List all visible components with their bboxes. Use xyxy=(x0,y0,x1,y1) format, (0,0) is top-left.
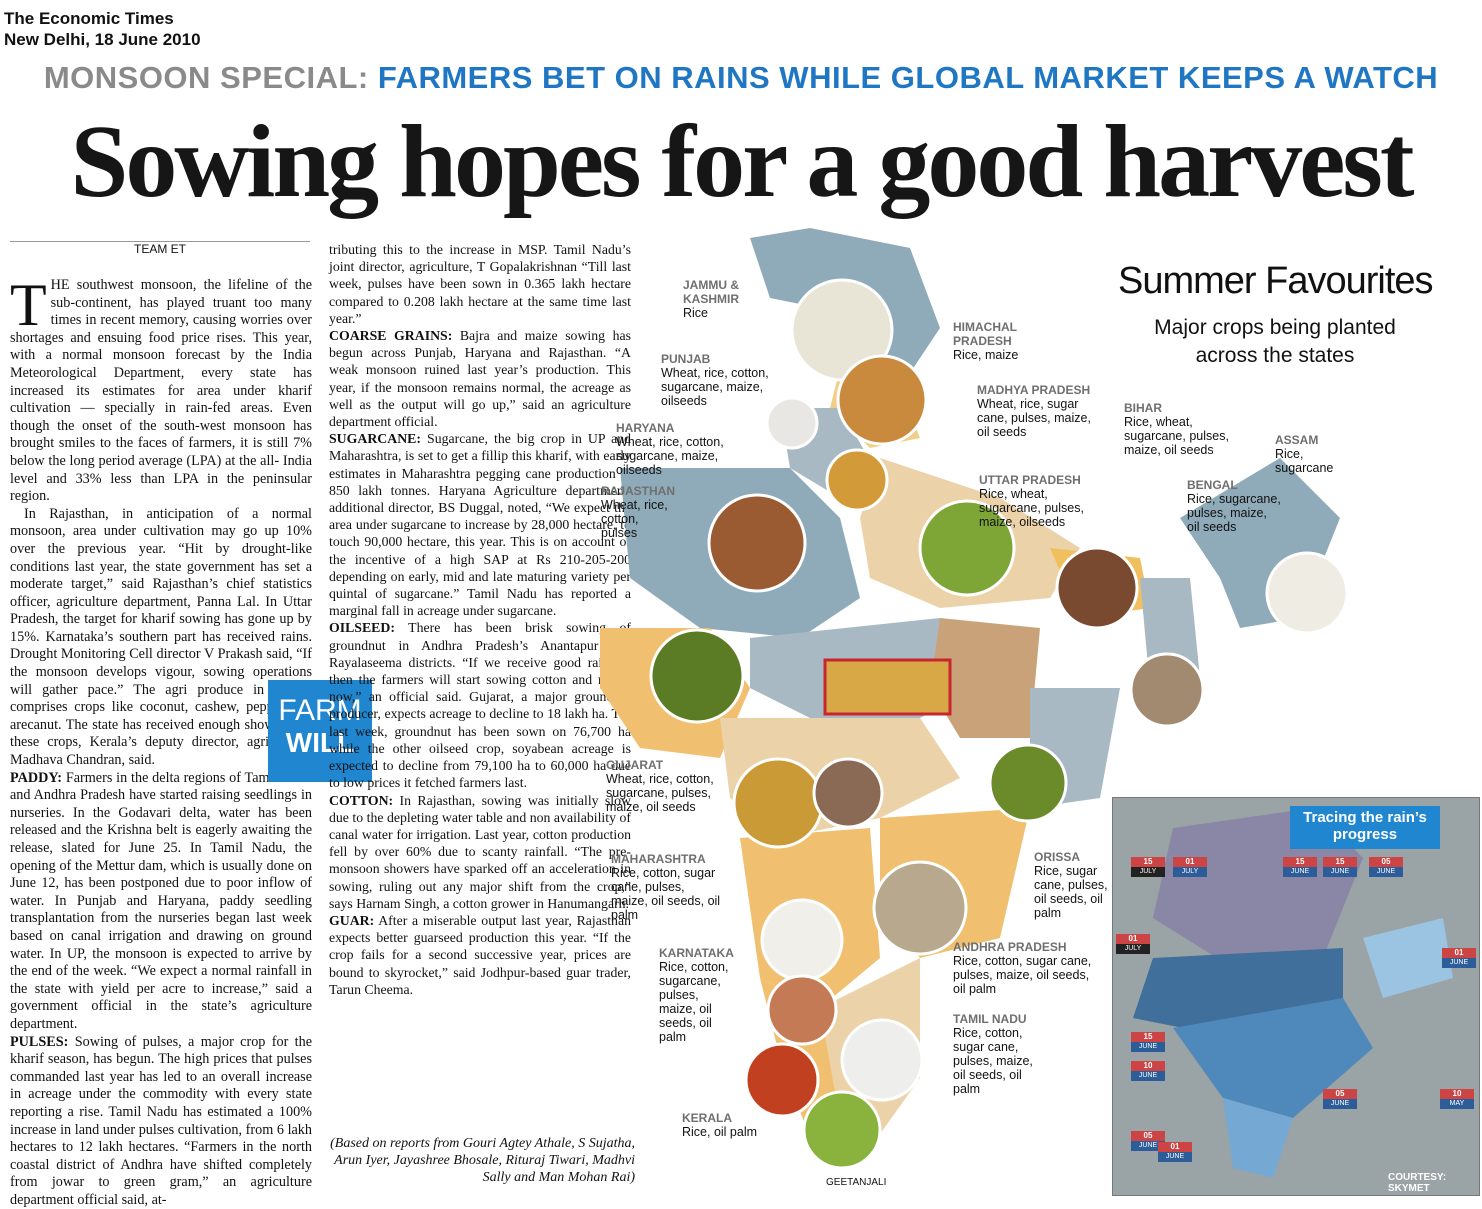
publication-name: The Economic Times xyxy=(4,9,174,28)
state-label: JAMMU & KASHMIR Rice xyxy=(683,278,739,320)
crop-photo-rice-assam xyxy=(1265,551,1349,635)
headline: Sowing hopes for a good harvest xyxy=(70,104,1414,219)
crop-photo-mung xyxy=(649,628,745,724)
date-label: 10 JUNE xyxy=(1131,1061,1165,1081)
section-head: PULSES: xyxy=(10,1033,69,1050)
farm-will-logo: FARM WILL xyxy=(268,680,372,782)
state-label: ORISSA Rice, sugar cane, pulses, oil seed… xyxy=(1034,850,1108,920)
section-coarse-grains: COARSE GRAINS: Bajra and maize sowing ha… xyxy=(329,328,631,430)
kicker-label: MONSOON SPECIAL: xyxy=(43,60,369,95)
crop-photo-mixed-bihar xyxy=(1055,546,1139,630)
state-label: BENGAL Rice, sugarcane, pulses, maize, oi… xyxy=(1187,478,1281,534)
reporter-credit: (Based on reports from Gouri Agtey Athal… xyxy=(330,1136,635,1185)
state-label: HARYANA Wheat, rice, cotton, sugarcane, m… xyxy=(616,421,724,477)
section-head: OILSEED: xyxy=(329,620,395,636)
date-label: 01 JULY xyxy=(1116,934,1150,954)
crop-photo-wheat-grains xyxy=(707,493,807,593)
crop-photo-sugar xyxy=(760,898,844,982)
crop-photo-paddy-kerala xyxy=(802,1090,882,1170)
section-guar: GUAR: After a miserable output last year… xyxy=(329,912,631,997)
date-label: 05 JUNE xyxy=(1131,1131,1165,1151)
article-column-2: tributing this to the increase in MSP. T… xyxy=(329,241,631,998)
crop-photo-oil-palm xyxy=(744,1042,820,1118)
section-oilseed: OILSEED: There has been brisk sowing of … xyxy=(329,620,631,791)
crop-photo-sacks xyxy=(872,860,968,956)
farm-will-line2: WILL xyxy=(285,727,355,758)
kicker: MONSOON SPECIAL: FARMERS BET ON RAINS WH… xyxy=(0,60,1482,96)
crop-photo-seeds-bengal xyxy=(1129,652,1205,728)
article-paragraph: tributing this to the increase in MSP. T… xyxy=(329,242,631,326)
article-column-1: T HE southwest monsoon, the lifeline of t… xyxy=(10,272,312,1209)
kicker-text: FARMERS BET ON RAINS WHILE GLOBAL MARKET… xyxy=(377,60,1439,95)
article-paragraph: T HE southwest monsoon, the lifeline of t… xyxy=(10,272,312,505)
crop-photo-maize xyxy=(836,354,928,446)
state-label: GUJARAT Wheat, rice, cotton, sugarcane, p… xyxy=(606,758,714,814)
date-label: 05 JUNE xyxy=(1369,857,1403,877)
state-label: PUNJAB Wheat, rice, cotton, sugarcane, ma… xyxy=(661,352,769,408)
state-label: MAHARASHTRA Rice, cotton, sugar cane, pul… xyxy=(611,852,721,922)
section-sugarcane: SUGARCANE: Sugarcane, the big crop in UP… xyxy=(329,431,631,619)
crop-photo-cotton xyxy=(765,396,819,450)
article-paragraph: In Rajasthan, in anticipation of a norma… xyxy=(10,505,312,769)
crop-photo-paddy xyxy=(918,499,1016,597)
section-head: COTTON: xyxy=(329,792,394,808)
crop-photo-wheat-field xyxy=(823,658,952,716)
india-crop-map xyxy=(600,228,1349,1170)
crop-photo-cotton-pods xyxy=(812,757,884,829)
date-label: 15 JUNE xyxy=(1131,1032,1165,1052)
date-label: 01 JUNE xyxy=(1442,948,1476,968)
date-label: 01 JULY xyxy=(1173,857,1207,877)
state-label: BIHAR Rice, wheat, sugarcane, pulses, mai… xyxy=(1124,401,1229,457)
publication-dateline: New Delhi, 18 June 2010 xyxy=(4,30,201,49)
section-paddy: PADDY: Farmers in the delta regions of T… xyxy=(10,769,312,1032)
graphic-subtitle: Major crops being planted across the sta… xyxy=(1154,316,1396,367)
date-label: 15 JUNE xyxy=(1283,857,1317,877)
crop-photo-wheat-haryana xyxy=(825,448,889,512)
crop-photo-oil xyxy=(732,757,824,849)
state-label: KERALA Rice, oil palm xyxy=(682,1111,758,1139)
graphic-artist: GEETANJALI xyxy=(826,1177,887,1188)
state-label: RAJASTHAN Wheat, rice, cotton, pulses xyxy=(601,484,676,540)
state-label: HIMACHAL PRADESH Rice, maize xyxy=(953,320,1019,362)
section-head: PADDY: xyxy=(10,769,63,786)
date-label: 01 JUNE xyxy=(1158,1142,1192,1162)
date-label: 15 JULY xyxy=(1131,857,1165,877)
inset-courtesy: COURTESY: SKYMET xyxy=(1388,1172,1447,1194)
region-chhattisgarh xyxy=(930,618,1040,738)
byline: TEAM ET xyxy=(10,241,310,256)
section-head: COARSE GRAINS: xyxy=(329,328,453,344)
state-label: ASSAM Rice, sugarcane xyxy=(1275,433,1334,475)
farm-will-line1: FARM xyxy=(278,694,362,727)
inset-title: Tracing the rain’s progress xyxy=(1290,806,1440,849)
state-label: KARNATAKA Rice, cotton, sugarcane, pulses… xyxy=(659,946,734,1044)
state-label: UTTAR PRADESH Rice, wheat, sugarcane, pul… xyxy=(979,473,1084,529)
state-label: TAMIL NADU Rice, cotton, sugar cane, puls… xyxy=(953,1012,1033,1096)
date-label: 15 JUNE xyxy=(1323,857,1357,877)
graphic-title: Summer Favourites xyxy=(1118,260,1434,302)
section-head: GUAR: xyxy=(329,912,375,928)
publication-header: The Economic Times New Delhi, 18 June 20… xyxy=(4,8,201,50)
drop-cap: T xyxy=(10,272,47,338)
section-head: SUGARCANE: xyxy=(329,431,421,447)
crop-photo-cotton-tn xyxy=(840,1018,924,1102)
section-cotton: COTTON: In Rajasthan, sowing was initial… xyxy=(329,792,631,911)
date-label: 10 MAY xyxy=(1440,1089,1474,1109)
rain-progress-map xyxy=(1133,808,1453,1178)
section-pulses: PULSES: Sowing of pulses, a major crop f… xyxy=(10,1033,312,1208)
state-label: ANDHRA PRADESH Rice, cotton, sugar cane, … xyxy=(953,940,1092,996)
date-label: 05 JUNE xyxy=(1323,1089,1357,1109)
crop-photo-olives xyxy=(988,743,1068,823)
state-label: MADHYA PRADESH Wheat, rice, sugar cane, p… xyxy=(977,383,1091,439)
crop-photo-sugarcane xyxy=(766,974,838,1046)
